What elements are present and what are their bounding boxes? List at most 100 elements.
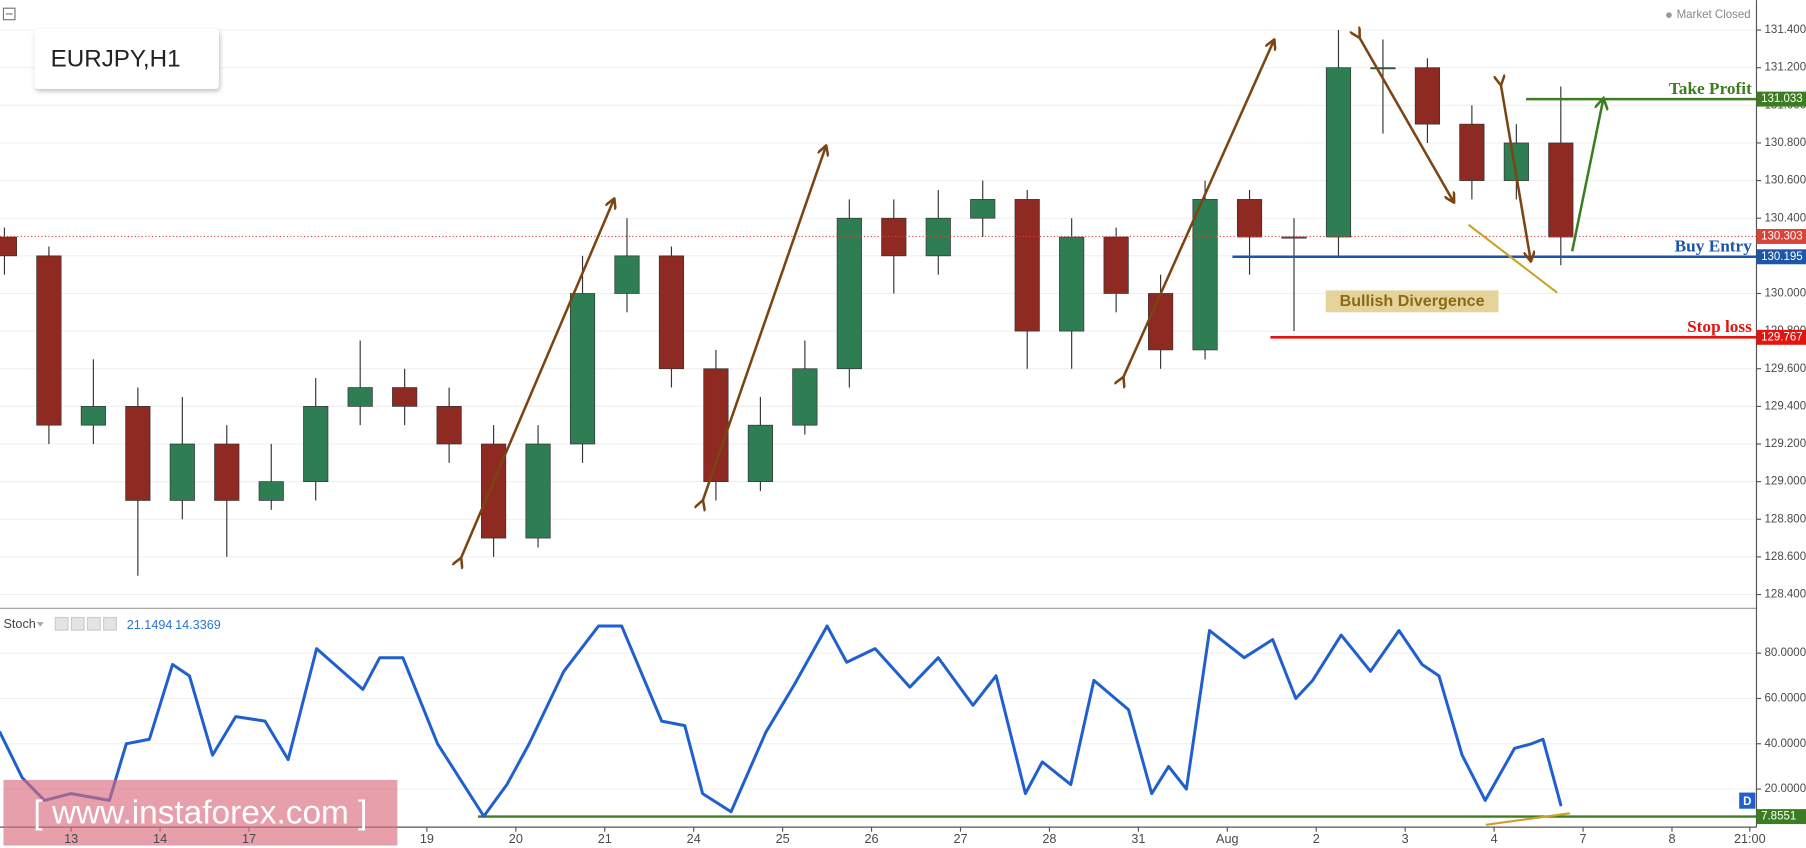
candle-body: [569, 293, 596, 445]
period-marker-box: [1739, 792, 1756, 809]
x-tick-label: 7: [1580, 832, 1587, 846]
x-tick-label: 21:00: [1734, 832, 1766, 846]
y-tick-label: 60.0000: [1765, 693, 1806, 705]
y-tick-label: 130.600: [1765, 175, 1806, 187]
candle-body: [836, 217, 862, 370]
watermark: [ www.instaforex.com ]: [33, 794, 367, 831]
market-status: Market Closed: [1677, 9, 1751, 21]
annotation-box: [1325, 290, 1499, 313]
candle-body: [347, 387, 373, 407]
annotation-label: Bullish Divergence: [1340, 292, 1485, 310]
indicator-button[interactable]: [54, 616, 69, 631]
candle-body: [36, 255, 62, 426]
x-tick-label: 13: [64, 832, 78, 846]
candle-body: [970, 199, 996, 219]
candle-body: [1325, 67, 1352, 238]
candle-body: [1414, 67, 1440, 125]
level-price-label: 131.033: [1761, 93, 1803, 105]
x-tick-label: 2: [1313, 832, 1320, 846]
x-tick-label: 21: [598, 832, 612, 846]
grid-layer: [0, 29, 1762, 832]
collapse-icon[interactable]: [2, 7, 16, 21]
y-tick-label: 131.200: [1765, 62, 1806, 74]
divergence-line: [1485, 812, 1571, 826]
candle-body: [0, 236, 18, 257]
candle-body: [525, 443, 551, 539]
arrow: [461, 199, 614, 558]
status-dot: [1666, 12, 1672, 18]
level-name: Take Profit: [1669, 79, 1752, 98]
y-tick-label: 129.000: [1765, 476, 1806, 488]
current-price-label: 130.303: [1761, 231, 1803, 243]
y-tick-label: 129.200: [1765, 438, 1806, 450]
arrow: [1359, 37, 1453, 202]
y-tick-label: 130.400: [1765, 212, 1806, 224]
candle-body: [80, 406, 106, 426]
indicator-buttons: [54, 616, 117, 631]
current-price-box: [1756, 228, 1806, 244]
candle-body: [747, 424, 773, 482]
candle-body: [481, 443, 507, 539]
indicator-button[interactable]: [70, 616, 85, 631]
indicator-button[interactable]: [103, 616, 117, 631]
symbol-label: EURJPY,H1: [51, 45, 181, 72]
y-tick-label: 129.600: [1765, 363, 1806, 375]
divergence-line: [1467, 223, 1558, 294]
x-tick-label: 24: [687, 832, 701, 846]
candle-body: [125, 406, 151, 501]
level-price-box: [1756, 249, 1806, 265]
y-tick-label: 20.0000: [1765, 783, 1806, 795]
indicator-title: Stoch: [3, 617, 35, 631]
candle-body: [1370, 67, 1396, 70]
y-tick-label: 129.400: [1765, 400, 1806, 412]
candle-body: [1548, 142, 1574, 238]
level-price-box: [1756, 91, 1806, 107]
y-tick-label: 128.600: [1765, 551, 1806, 563]
x-tick-label: 3: [1402, 832, 1409, 846]
period-marker: D: [1743, 796, 1751, 808]
candle-body: [1236, 199, 1263, 238]
indicator-readout: 21.1494: [127, 618, 173, 632]
stoch-line: [0, 624, 1563, 818]
x-tick-label: 31: [1131, 832, 1145, 846]
candle-body: [214, 443, 240, 501]
arrow: [703, 146, 826, 501]
candle-body: [792, 368, 818, 426]
symbol-box: [34, 28, 219, 89]
y-tick-label: 80.0000: [1765, 647, 1806, 659]
x-tick-label: 17: [242, 832, 256, 846]
candle-body: [1014, 199, 1040, 332]
y-tick-label: 40.0000: [1765, 738, 1806, 750]
y-tick-label: 128.400: [1765, 589, 1806, 601]
indicator-button[interactable]: [86, 616, 101, 631]
candle-body: [392, 387, 418, 407]
arrow: [1501, 84, 1531, 260]
candle-body: [436, 406, 462, 445]
candle-body: [303, 406, 329, 482]
level-value-label: 7.8551: [1761, 811, 1796, 823]
candle-body: [658, 255, 685, 370]
indicator-readout: 14.3369: [175, 618, 221, 632]
x-tick-label: 27: [953, 832, 967, 846]
level-value-box: [1756, 809, 1806, 825]
x-tick-label: 14: [153, 832, 167, 846]
level-price-label: 130.195: [1761, 251, 1803, 263]
indicator-menu[interactable]: [36, 622, 44, 627]
candle-body: [1059, 236, 1085, 332]
candle-body: [1192, 199, 1218, 351]
candle-body: [1148, 293, 1174, 351]
y-tick-label: 130.000: [1765, 288, 1806, 300]
candle-body: [1281, 236, 1307, 239]
level-price-box: [1756, 329, 1806, 345]
candle-body: [169, 443, 195, 501]
level-name: Buy Entry: [1675, 237, 1753, 256]
candle-body: [258, 481, 284, 501]
x-tick-label: 19: [420, 832, 434, 846]
y-tick-label: 130.800: [1765, 137, 1806, 149]
arrow: [1123, 40, 1274, 377]
x-tick-label: 8: [1668, 832, 1675, 846]
watermark-box: [3, 779, 398, 846]
annotation-arrows: [461, 37, 1604, 826]
candle-body: [614, 255, 640, 294]
